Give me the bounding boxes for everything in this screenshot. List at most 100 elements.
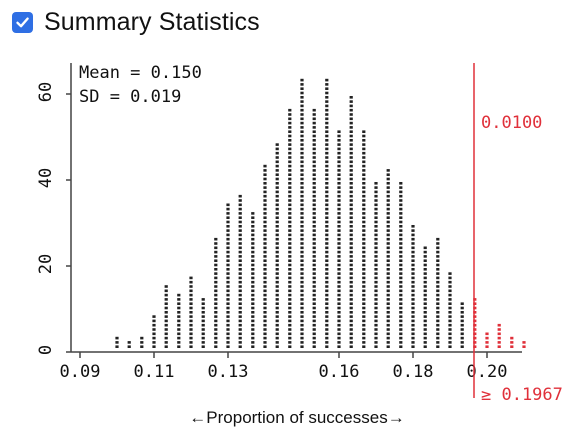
- data-dot: [362, 306, 366, 310]
- data-dot: [337, 147, 341, 151]
- data-dot: [275, 220, 279, 224]
- data-dot: [362, 147, 366, 151]
- data-dot: [275, 216, 279, 219]
- data-dot: [189, 319, 193, 323]
- data-dot: [263, 216, 267, 219]
- data-dot: [349, 280, 353, 284]
- data-dot: [423, 306, 427, 310]
- data-dot: [263, 220, 267, 224]
- data-dot: [164, 315, 168, 318]
- data-dot: [226, 311, 230, 314]
- data-dot: [312, 259, 316, 262]
- data-dot: [374, 186, 378, 189]
- data-dot: [189, 345, 193, 348]
- data-dot: [214, 259, 218, 262]
- data-dot: [300, 268, 304, 271]
- data-dot: [140, 345, 144, 348]
- data-dot: [214, 345, 218, 348]
- dot-column: [436, 237, 440, 348]
- dot-column: [275, 143, 279, 348]
- data-dot: [349, 156, 353, 159]
- data-dot: [473, 302, 477, 305]
- data-dot: [399, 190, 403, 194]
- data-dot: [374, 246, 378, 250]
- data-dot: [226, 298, 230, 301]
- data-dot: [386, 306, 390, 310]
- data-dot: [374, 315, 378, 318]
- data-dot: [349, 237, 353, 241]
- dot-column: [177, 293, 181, 348]
- data-dot: [288, 332, 292, 336]
- data-dot: [300, 242, 304, 245]
- data-dot: [177, 336, 181, 340]
- data-dot: [275, 315, 279, 318]
- data-dot: [288, 156, 292, 159]
- summary-statistics-toggle[interactable]: Summary Statistics: [12, 8, 260, 37]
- data-dot: [263, 345, 267, 348]
- dot-column: [399, 182, 403, 348]
- data-dot: [349, 332, 353, 336]
- data-dot: [312, 173, 316, 176]
- data-dot: [399, 315, 403, 318]
- data-dot: [374, 242, 378, 245]
- data-dot: [362, 173, 366, 176]
- data-dot: [251, 336, 255, 340]
- data-dot: [386, 323, 390, 327]
- data-dot: [386, 203, 390, 207]
- data-dot: [300, 306, 304, 310]
- data-dot: [177, 319, 181, 323]
- data-dot: [349, 220, 353, 224]
- data-dot: [226, 306, 230, 310]
- data-dot: [300, 285, 304, 288]
- data-dot: [325, 212, 329, 215]
- data-dot: [275, 164, 279, 168]
- data-dot: [288, 323, 292, 327]
- data-dot: [362, 190, 366, 194]
- data-dot: [177, 298, 181, 301]
- data-dot: [325, 229, 329, 232]
- data-dot: [485, 336, 489, 340]
- data-dot: [214, 237, 218, 241]
- data-dot: [386, 332, 390, 336]
- data-dot: [423, 332, 427, 336]
- data-dot: [251, 216, 255, 219]
- data-dot: [263, 203, 267, 207]
- data-dot: [436, 237, 440, 241]
- data-dot: [226, 225, 230, 228]
- data-dot: [288, 289, 292, 293]
- data-dot: [275, 169, 279, 172]
- data-dot: [275, 306, 279, 310]
- data-dot: [362, 194, 366, 198]
- data-dot: [386, 293, 390, 297]
- data-dot: [399, 289, 403, 293]
- data-dot: [214, 289, 218, 293]
- data-dot: [300, 263, 304, 267]
- data-dot: [288, 311, 292, 314]
- data-dot: [337, 276, 341, 280]
- data-dot: [275, 194, 279, 198]
- data-dot: [312, 311, 316, 314]
- data-dot: [238, 225, 242, 228]
- data-dot: [362, 328, 366, 331]
- data-dot: [275, 212, 279, 215]
- data-dot: [374, 194, 378, 198]
- data-dot: [189, 328, 193, 331]
- data-dot: [325, 323, 329, 327]
- data-dot: [251, 259, 255, 262]
- data-dot: [374, 276, 378, 280]
- data-dot: [325, 190, 329, 194]
- data-dot: [325, 203, 329, 207]
- summary-statistics-checkbox[interactable]: [12, 12, 33, 33]
- data-dot: [386, 194, 390, 198]
- data-dot: [152, 328, 156, 331]
- data-dot: [423, 341, 427, 344]
- data-dot: [386, 272, 390, 275]
- data-dot: [399, 186, 403, 189]
- data-dot: [288, 272, 292, 275]
- data-dot: [399, 268, 403, 271]
- data-dot: [362, 237, 366, 241]
- data-dot: [226, 233, 230, 237]
- x-tick-label: 0.18: [393, 362, 434, 382]
- data-dot: [349, 229, 353, 232]
- data-dot: [423, 255, 427, 258]
